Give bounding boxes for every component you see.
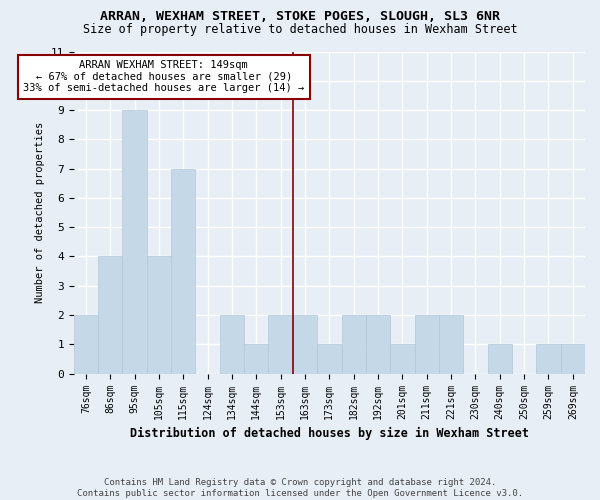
Bar xyxy=(171,168,196,374)
Bar xyxy=(439,315,463,374)
Text: Contains HM Land Registry data © Crown copyright and database right 2024.
Contai: Contains HM Land Registry data © Crown c… xyxy=(77,478,523,498)
Bar xyxy=(536,344,560,374)
X-axis label: Distribution of detached houses by size in Wexham Street: Distribution of detached houses by size … xyxy=(130,427,529,440)
Bar xyxy=(341,315,366,374)
Text: ARRAN, WEXHAM STREET, STOKE POGES, SLOUGH, SL3 6NR: ARRAN, WEXHAM STREET, STOKE POGES, SLOUG… xyxy=(100,10,500,23)
Bar xyxy=(147,256,171,374)
Bar xyxy=(122,110,147,374)
Bar xyxy=(415,315,439,374)
Bar xyxy=(488,344,512,374)
Bar xyxy=(74,315,98,374)
Bar xyxy=(560,344,585,374)
Bar xyxy=(366,315,390,374)
Text: Size of property relative to detached houses in Wexham Street: Size of property relative to detached ho… xyxy=(83,22,517,36)
Bar xyxy=(98,256,122,374)
Text: ARRAN WEXHAM STREET: 149sqm
← 67% of detached houses are smaller (29)
33% of sem: ARRAN WEXHAM STREET: 149sqm ← 67% of det… xyxy=(23,60,304,94)
Bar xyxy=(390,344,415,374)
Bar xyxy=(293,315,317,374)
Bar xyxy=(317,344,341,374)
Bar xyxy=(244,344,268,374)
Y-axis label: Number of detached properties: Number of detached properties xyxy=(35,122,45,303)
Bar xyxy=(268,315,293,374)
Bar xyxy=(220,315,244,374)
